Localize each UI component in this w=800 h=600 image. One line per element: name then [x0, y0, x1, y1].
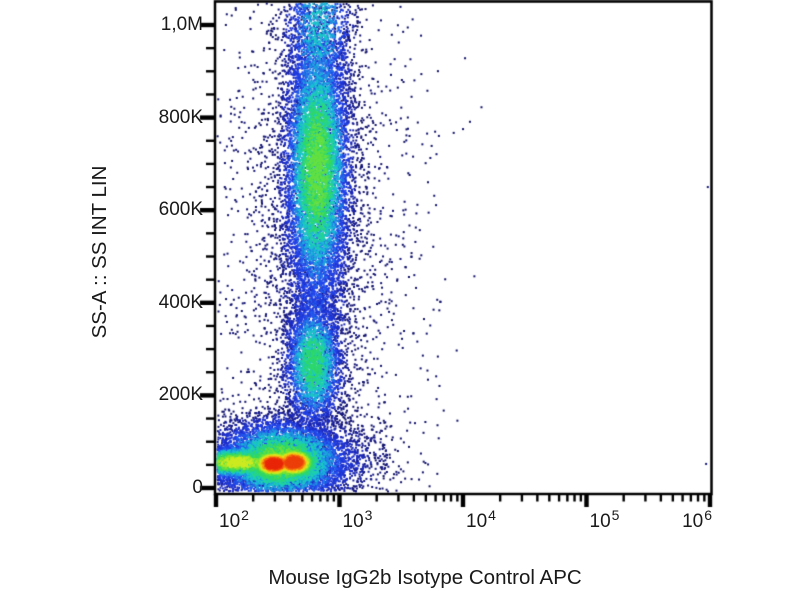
x-tick-label: 106: [682, 507, 712, 532]
x-tick-label: 102: [219, 507, 249, 532]
y-tick-label: 600K: [158, 199, 203, 221]
y-tick-label: 200K: [158, 384, 203, 406]
x-tick-label: 103: [342, 507, 373, 532]
x-axis-title: Mouse IgG2b Isotype Control APC: [268, 566, 582, 589]
y-tick-label: 1,0M: [160, 14, 203, 35]
y-tick-label: 0: [192, 477, 203, 498]
y-tick-label: 800K: [158, 106, 203, 128]
x-tick-label: 104: [466, 507, 496, 532]
y-axis-title: SS-A :: SS INT LIN: [88, 165, 111, 339]
y-tick-label: 400K: [158, 291, 203, 313]
x-tick-label: 105: [589, 507, 620, 532]
